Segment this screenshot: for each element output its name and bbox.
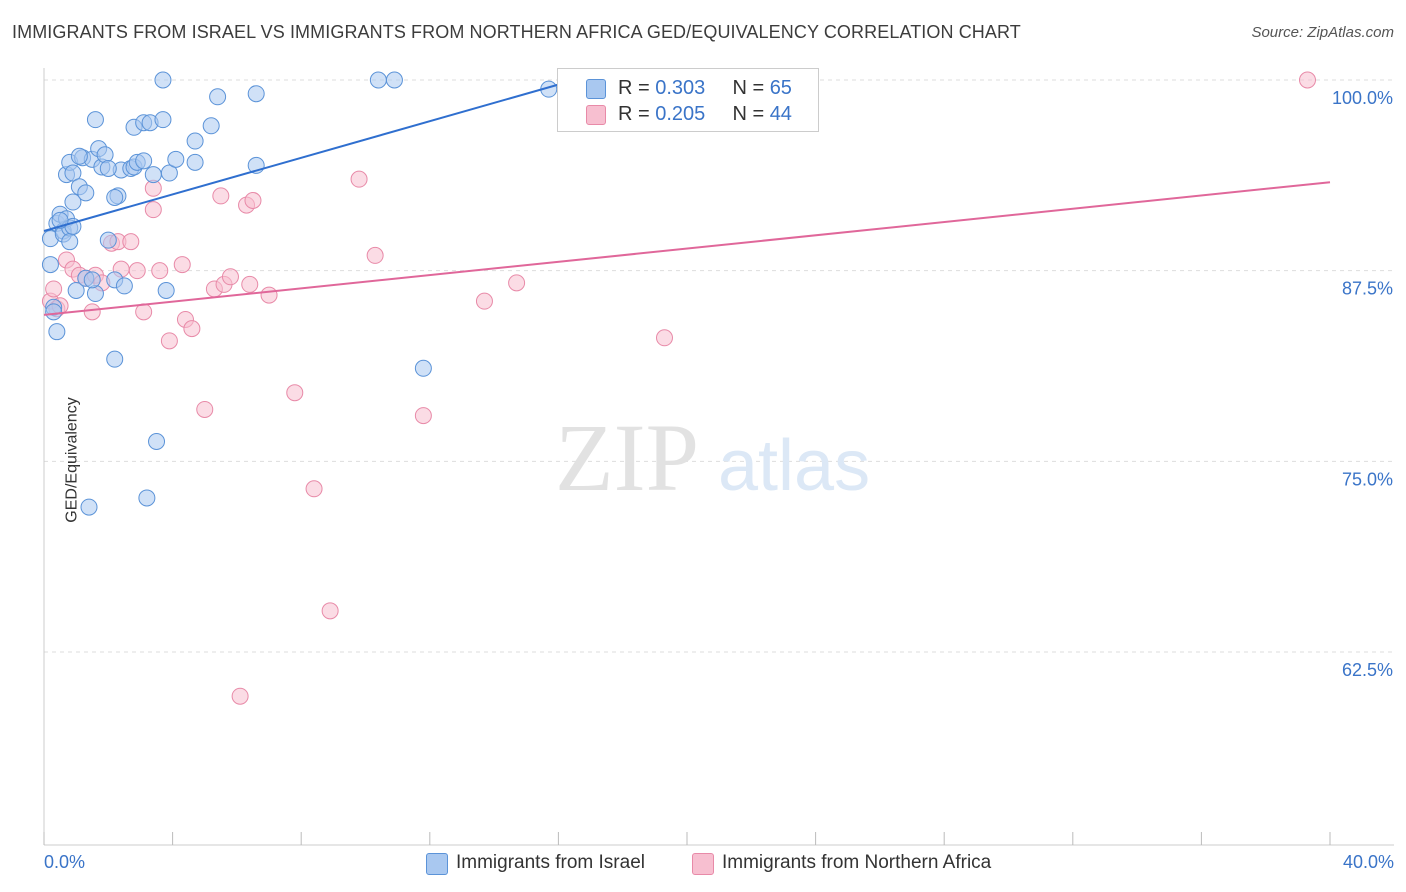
point-israel [106, 188, 124, 206]
y-tick-label: 87.5% [1342, 279, 1393, 299]
legend-swatch-nafrica [586, 105, 606, 125]
point-nafrica [475, 292, 493, 310]
point-israel [64, 193, 82, 211]
point-israel [45, 303, 63, 321]
point-israel [115, 277, 133, 295]
point-nafrica [221, 268, 239, 286]
point-nafrica [366, 246, 384, 264]
legend-swatch-nafrica [692, 853, 714, 875]
point-israel [77, 184, 95, 202]
legend-label-nafrica: Immigrants from Northern Africa [722, 852, 992, 873]
point-nafrica [160, 332, 178, 350]
point-nafrica [241, 275, 259, 293]
legend-n-label: N = [732, 77, 770, 99]
point-nafrica [1298, 71, 1316, 89]
point-israel [67, 281, 85, 299]
y-axis-label: GED/Equivalency [63, 397, 81, 523]
point-israel [83, 271, 101, 289]
series-nafrica-points [41, 71, 1316, 705]
point-nafrica [260, 286, 278, 304]
point-israel [80, 498, 98, 516]
point-israel [48, 323, 66, 341]
point-israel [135, 152, 153, 170]
legend-n-label: N = [732, 103, 770, 125]
point-israel [154, 71, 172, 89]
point-israel [41, 256, 59, 274]
x-tick-label-min: 0.0% [44, 852, 86, 872]
stats-legend: R = 0.303 N = 65 R = 0.205 N = 44 [557, 68, 819, 132]
point-nafrica [128, 262, 146, 280]
point-nafrica [305, 480, 323, 498]
point-israel [157, 281, 175, 299]
trend-line-israel [43, 79, 575, 232]
point-nafrica [244, 192, 262, 210]
point-israel [144, 166, 162, 184]
gridlines [44, 79, 1394, 653]
point-nafrica [83, 303, 101, 321]
point-israel [99, 231, 117, 249]
point-israel [186, 153, 204, 171]
x-tick-label-max: 40.0% [1342, 852, 1394, 872]
point-nafrica [183, 320, 201, 338]
legend-r-value-israel: 0.303 [655, 77, 706, 99]
point-israel [186, 132, 204, 150]
point-nafrica [173, 256, 191, 274]
axes [43, 68, 1394, 846]
y-tick-labels: 100.0% 87.5% 75.0% 62.5% [1332, 88, 1393, 680]
point-israel [414, 359, 432, 377]
point-israel [61, 233, 79, 251]
point-nafrica [144, 201, 162, 219]
watermark: ZIP atlas [555, 404, 870, 511]
point-nafrica [151, 262, 169, 280]
trend-lines [43, 79, 1331, 316]
point-israel [385, 71, 403, 89]
point-israel [148, 433, 166, 451]
legend-label-israel: Immigrants from Israel [456, 852, 645, 873]
point-nafrica [655, 329, 673, 347]
point-israel [64, 164, 82, 182]
point-nafrica [196, 400, 214, 418]
legend-n-value-israel: 65 [769, 77, 792, 99]
point-nafrica [350, 170, 368, 188]
y-tick-label: 62.5% [1342, 660, 1393, 680]
point-israel [106, 350, 124, 368]
legend-r-value-nafrica: 0.205 [655, 103, 706, 125]
point-nafrica [212, 187, 230, 205]
series-legend: Immigrants from Israel Immigrants from N… [0, 852, 1406, 878]
point-israel [202, 117, 220, 135]
point-israel [167, 150, 185, 168]
point-israel [86, 111, 104, 129]
point-nafrica [135, 303, 153, 321]
series-israel-points [41, 71, 558, 516]
legend-r-label: R = [618, 77, 656, 99]
legend-r-label: R = [618, 103, 656, 125]
source-label: Source: ZipAtlas.com [1251, 24, 1394, 41]
point-nafrica [286, 384, 304, 402]
point-nafrica [321, 602, 339, 620]
point-nafrica [231, 687, 249, 705]
legend-swatch-israel [426, 853, 448, 875]
point-israel [160, 164, 178, 182]
legend-swatch-israel [586, 79, 606, 99]
watermark-zip: ZIP [555, 404, 699, 511]
x-axis-ticks [43, 832, 1331, 845]
y-tick-label: 100.0% [1332, 88, 1393, 108]
y-tick-label: 75.0% [1342, 469, 1393, 489]
point-israel [369, 71, 387, 89]
point-israel [247, 85, 265, 103]
legend-n-value-nafrica: 44 [769, 103, 792, 125]
watermark-atlas: atlas [718, 426, 870, 506]
point-israel [70, 147, 88, 165]
point-nafrica [45, 280, 63, 298]
point-israel [209, 88, 227, 106]
point-israel [154, 111, 172, 129]
trend-line-nafrica [43, 181, 1331, 316]
point-israel [99, 159, 117, 177]
point-nafrica [508, 274, 526, 292]
point-nafrica [122, 233, 140, 251]
point-nafrica [414, 407, 432, 425]
chart-title: IMMIGRANTS FROM ISRAEL VS IMMIGRANTS FRO… [12, 22, 1021, 42]
point-israel [138, 489, 156, 507]
